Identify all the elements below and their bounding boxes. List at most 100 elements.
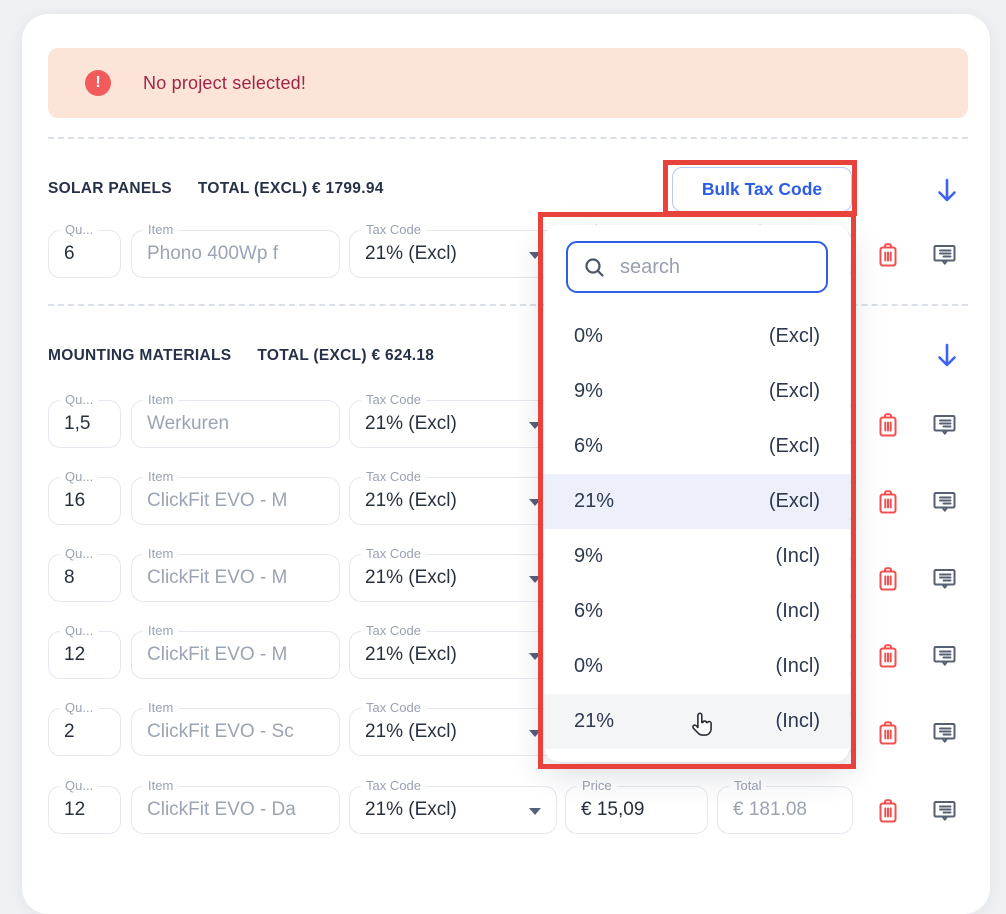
- quantity-label: Qu...: [60, 778, 99, 793]
- item-field[interactable]: Item ClickFit EVO - M: [131, 623, 340, 679]
- quantity-value: 12: [64, 799, 86, 820]
- quantity-label: Qu...: [60, 546, 99, 561]
- arrow-down-icon: [938, 343, 956, 367]
- tax-option-mode: (Incl): [775, 710, 820, 732]
- banner-message: No project selected!: [143, 72, 307, 93]
- delete-row-button[interactable]: [876, 489, 900, 515]
- tax-code-select[interactable]: Tax Code 21% (Excl): [349, 546, 557, 602]
- comment-button[interactable]: [931, 643, 958, 669]
- delete-row-button[interactable]: [876, 798, 900, 824]
- comment-button[interactable]: [931, 412, 958, 438]
- tax-code-value: 21% (Excl): [365, 243, 457, 264]
- tax-option-mode: (Incl): [775, 545, 820, 567]
- tax-option-mode: (Excl): [768, 435, 820, 457]
- item-field[interactable]: Item ClickFit EVO - Sc: [131, 700, 340, 756]
- quantity-field[interactable]: Qu... 6: [48, 222, 121, 278]
- tax-option[interactable]: 9% (Excl): [544, 364, 850, 419]
- tax-code-select[interactable]: Tax Code 21% (Excl): [349, 222, 557, 278]
- item-field[interactable]: Item ClickFit EVO - M: [131, 469, 340, 525]
- tax-option-rate: 21%: [574, 710, 615, 732]
- quantity-field[interactable]: Qu... 8: [48, 546, 121, 602]
- tax-code-select[interactable]: Tax Code 21% (Excl): [349, 392, 557, 448]
- comment-icon: [933, 646, 956, 666]
- comment-icon: [933, 723, 956, 743]
- tax-code-select[interactable]: Tax Code 21% (Excl): [349, 700, 557, 756]
- section-total-solar-panels: TOTAL (EXCL) € 1799.94: [197, 180, 384, 197]
- line-item-row: Qu... 8 Item ClickFit EVO - M Tax Code 21% (E…: [0, 546, 1006, 602]
- tax-code-label: Tax Code: [361, 222, 426, 237]
- line-item-row: Qu... 2 Item ClickFit EVO - Sc Tax Code 21% (…: [0, 700, 1006, 756]
- delete-row-button[interactable]: [876, 720, 900, 746]
- tax-option[interactable]: 6% (Excl): [544, 419, 850, 474]
- tax-option-rate: 6%: [574, 600, 603, 622]
- quantity-field[interactable]: Qu... 12: [48, 623, 121, 679]
- quantity-field[interactable]: Qu... 1,5: [48, 392, 121, 448]
- tax-option-rate: 9%: [574, 380, 603, 402]
- comment-button[interactable]: [931, 720, 958, 746]
- quantity-field[interactable]: Qu... 12: [48, 778, 121, 834]
- quantity-value: 12: [64, 644, 86, 665]
- item-field[interactable]: Item Werkuren: [131, 392, 340, 448]
- delete-row-button[interactable]: [876, 566, 900, 592]
- tax-option[interactable]: 0% (Excl): [544, 309, 850, 364]
- tax-option-rate: 0%: [574, 325, 603, 347]
- tax-code-select[interactable]: Tax Code 21% (Excl): [349, 469, 557, 525]
- comment-button[interactable]: [931, 242, 958, 268]
- item-field[interactable]: Item ClickFit EVO - Da: [131, 778, 340, 834]
- total-field: Total € 181.08: [717, 778, 853, 834]
- search-input[interactable]: [568, 243, 826, 291]
- comment-button[interactable]: [931, 489, 958, 515]
- delete-row-button[interactable]: [876, 643, 900, 669]
- comment-icon: [933, 569, 956, 589]
- tax-option-mode: (Incl): [775, 600, 820, 622]
- dropdown-search[interactable]: [566, 241, 828, 293]
- alert-icon: !: [85, 70, 111, 96]
- comment-button[interactable]: [931, 566, 958, 592]
- trash-icon: [879, 799, 897, 823]
- quantity-label: Qu...: [60, 392, 99, 407]
- quantity-field[interactable]: Qu... 2: [48, 700, 121, 756]
- trash-icon: [879, 243, 897, 267]
- bulk-tax-code-button[interactable]: Bulk Tax Code: [672, 167, 852, 212]
- collapse-section-button[interactable]: [934, 341, 960, 371]
- price-value: € 15,09: [581, 799, 645, 820]
- line-item-row: Qu... 16 Item ClickFit EVO - M Tax Code 21% (…: [0, 469, 1006, 525]
- dropdown-caret-icon: [529, 422, 541, 429]
- total-value: € 181.08: [733, 799, 807, 820]
- tax-option-mode: (Excl): [768, 380, 820, 402]
- item-field[interactable]: Item Phono 400Wp f: [131, 222, 340, 278]
- tax-code-value: 21% (Excl): [365, 721, 457, 742]
- tax-code-label: Tax Code: [361, 392, 426, 407]
- quantity-value: 8: [64, 567, 75, 588]
- no-project-banner: ! No project selected!: [48, 48, 968, 118]
- tax-option-mode: (Excl): [768, 325, 820, 347]
- tax-option-rate: 6%: [574, 435, 603, 457]
- comment-button[interactable]: [931, 798, 958, 824]
- tax-option[interactable]: 21% (Incl): [544, 694, 850, 749]
- delete-row-button[interactable]: [876, 412, 900, 438]
- tax-code-select[interactable]: Tax Code 21% (Excl): [349, 778, 557, 834]
- dropdown-caret-icon: [529, 252, 541, 259]
- tax-option[interactable]: 0% (Incl): [544, 639, 850, 694]
- quantity-field[interactable]: Qu... 16: [48, 469, 121, 525]
- trash-icon: [879, 490, 897, 514]
- delete-row-button[interactable]: [876, 242, 900, 268]
- quantity-value: 1,5: [64, 413, 91, 434]
- tax-code-select[interactable]: Tax Code 21% (Excl): [349, 623, 557, 679]
- dropdown-caret-icon: [529, 576, 541, 583]
- quantity-value: 16: [64, 490, 86, 511]
- price-field[interactable]: Price € 15,09: [565, 778, 708, 834]
- section-divider: [48, 137, 968, 139]
- total-label: Total: [729, 778, 767, 793]
- dropdown-caret-icon: [529, 808, 541, 815]
- tax-option[interactable]: 6% (Incl): [544, 584, 850, 639]
- trash-icon: [879, 413, 897, 437]
- collapse-section-button[interactable]: [934, 176, 960, 206]
- section-divider: [48, 304, 968, 306]
- tax-option[interactable]: 21% (Excl): [544, 474, 850, 529]
- item-value: ClickFit EVO - Sc: [147, 721, 294, 742]
- item-field[interactable]: Item ClickFit EVO - M: [131, 546, 340, 602]
- tax-code-value: 21% (Excl): [365, 799, 457, 820]
- tax-option[interactable]: 9% (Incl): [544, 529, 850, 584]
- tax-code-value: 21% (Excl): [365, 490, 457, 511]
